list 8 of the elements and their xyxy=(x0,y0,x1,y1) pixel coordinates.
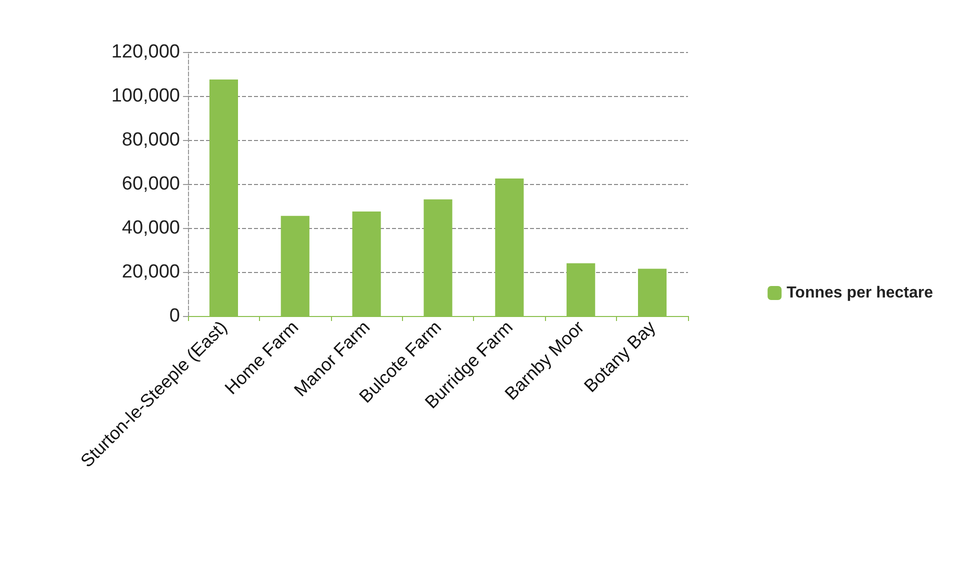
y-tick-label: 40,000 xyxy=(122,218,180,238)
y-tick-label: 20,000 xyxy=(122,262,180,282)
y-tick-label: 100,000 xyxy=(111,86,180,106)
y-tick-label: 80,000 xyxy=(122,130,180,150)
y-tick-label: 120,000 xyxy=(111,42,180,62)
legend-label: Tonnes per hectare xyxy=(786,284,934,302)
y-tick-label: 60,000 xyxy=(122,174,180,194)
y-tick-label: 0 xyxy=(169,306,180,326)
